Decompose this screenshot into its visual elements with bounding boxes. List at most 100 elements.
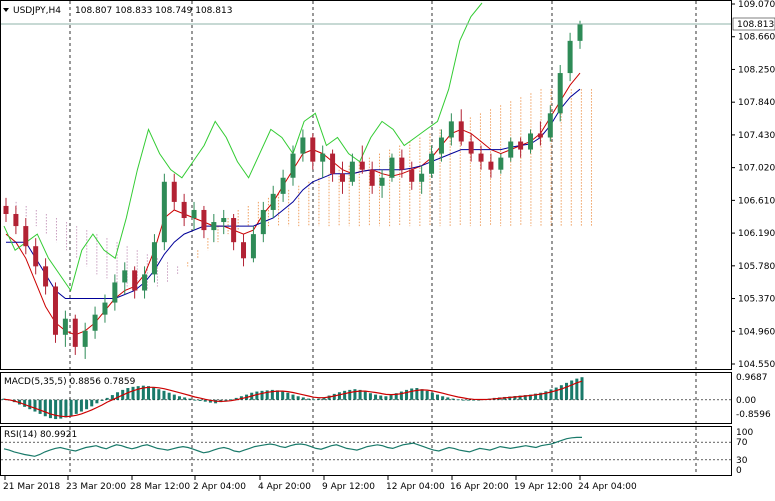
- vertical-grid-lines: [69, 1, 697, 475]
- macd-histogram-bar: [64, 399, 68, 418]
- candle-body: [429, 153, 435, 174]
- rsi-line: [3, 436, 582, 457]
- macd-tick-label: 0.00: [736, 396, 756, 406]
- macd-histogram-bar: [229, 399, 233, 401]
- candle-body: [369, 169, 375, 186]
- macd-histogram-bar: [420, 389, 424, 400]
- macd-histogram-bar: [436, 394, 439, 400]
- macd-histogram-bar: [461, 399, 465, 401]
- macd-histogram-bar: [570, 380, 574, 400]
- macd-histogram-bar: [167, 392, 171, 400]
- macd-histogram-bar: [270, 389, 274, 400]
- macd-histogram-bar: [162, 390, 166, 400]
- candle-body: [498, 157, 504, 170]
- price-tick-label: 105.370: [738, 295, 775, 305]
- candle-body: [330, 153, 336, 174]
- macd-histogram-bar: [405, 389, 409, 400]
- candle-body: [478, 153, 484, 162]
- macd-indicator: [1, 377, 731, 420]
- candle-body: [468, 141, 474, 154]
- macd-histogram-bar: [306, 398, 310, 400]
- candle-body: [52, 286, 58, 335]
- macd-histogram-bar: [301, 397, 305, 400]
- macd-histogram-bar: [193, 399, 197, 401]
- macd-histogram-bar: [85, 399, 89, 410]
- candle-body: [161, 181, 167, 243]
- candle-body: [270, 193, 276, 210]
- macd-histogram-bar: [265, 390, 269, 400]
- macd-histogram-bar: [575, 378, 579, 400]
- macd-histogram-bar: [198, 399, 202, 401]
- rsi-panel[interactable]: [0, 426, 732, 476]
- rsi-tick-label: 30: [736, 456, 748, 466]
- price-tick-label: 106.190: [738, 229, 775, 239]
- candle-body: [508, 141, 514, 158]
- macd-histogram-bar: [203, 399, 207, 402]
- price-tick-label: 107.840: [738, 98, 775, 108]
- macd-histogram-bar: [79, 399, 83, 412]
- macd-histogram-bar: [105, 397, 109, 400]
- macd-histogram-bar: [368, 393, 372, 400]
- macd-histogram-bar: [446, 397, 450, 400]
- macd-histogram-bar: [399, 391, 403, 400]
- macd-histogram-bar: [177, 396, 181, 400]
- rsi-label: RSI(14) 80.9921: [4, 430, 77, 440]
- macd-histogram-bar: [353, 389, 357, 400]
- candle-body: [310, 137, 316, 162]
- macd-histogram-bar: [276, 390, 280, 400]
- price-tick-label: 108.250: [738, 65, 775, 75]
- macd-histogram-bar: [456, 399, 460, 401]
- rsi-indicator: [1, 436, 731, 461]
- time-tick-label: 4 Apr 20:00: [258, 482, 311, 492]
- candle-body: [181, 201, 187, 219]
- kijun-sen-line: [6, 88, 581, 299]
- candle-body: [250, 234, 256, 259]
- price-tick-label: 107.020: [738, 164, 775, 174]
- macd-histogram-bar: [477, 399, 481, 401]
- chevron-down-icon[interactable]: [3, 8, 9, 12]
- price-tick-label: 107.430: [738, 131, 775, 141]
- chart-header: USDJPY,H4 108.807 108.833 108.749 108.81…: [3, 6, 232, 16]
- candle-body: [231, 218, 237, 243]
- macd-histogram-bar: [384, 396, 388, 400]
- chikou-span-line: [3, 2, 483, 292]
- candle-body: [112, 282, 118, 303]
- candle-body: [92, 314, 98, 331]
- time-axis: 21 Mar 2018 23 Mar 20:00 28 Mar 12:00 2 Apr…: [3, 476, 637, 492]
- macd-histogram-bar: [544, 391, 548, 400]
- candle-body: [201, 209, 207, 231]
- macd-histogram-bar: [528, 394, 532, 400]
- time-tick-label: 23 Mar 20:00: [66, 482, 126, 492]
- macd-histogram-bar: [100, 399, 104, 401]
- macd-histogram-bar: [337, 392, 341, 400]
- macd-histogram-bar: [126, 388, 130, 400]
- candle-body: [211, 222, 217, 231]
- rsi-tick-label: 0: [736, 466, 742, 476]
- candle-body: [359, 161, 365, 170]
- candlesticks: [3, 20, 583, 359]
- macd-histogram-bar: [317, 398, 321, 400]
- macd-histogram-bar: [389, 395, 393, 400]
- macd-histogram-bar: [472, 399, 476, 401]
- macd-histogram-bar: [518, 395, 522, 400]
- price-axis: 109.070 108.660 108.250 107.840 107.430 107.0…: [731, 0, 775, 370]
- macd-histogram-bar: [54, 399, 58, 420]
- candle-body: [339, 173, 345, 182]
- candle-body: [33, 246, 39, 267]
- candle-body: [62, 318, 68, 335]
- macd-histogram-bar: [28, 399, 32, 410]
- macd-histogram-bar: [451, 398, 455, 400]
- macd-histogram-bar: [281, 391, 285, 400]
- macd-histogram-bar: [559, 385, 563, 400]
- time-tick-label: 9 Apr 12:00: [322, 482, 375, 492]
- candle-body: [280, 177, 286, 194]
- candle-body: [557, 73, 563, 114]
- price-tick-label: 108.660: [738, 33, 775, 43]
- candle-body: [132, 270, 138, 291]
- main-price-panel[interactable]: [0, 0, 732, 370]
- candle-body: [438, 137, 444, 154]
- candle-body: [151, 242, 157, 275]
- price-tick-label: 106.610: [738, 196, 775, 206]
- candle-body: [448, 121, 454, 138]
